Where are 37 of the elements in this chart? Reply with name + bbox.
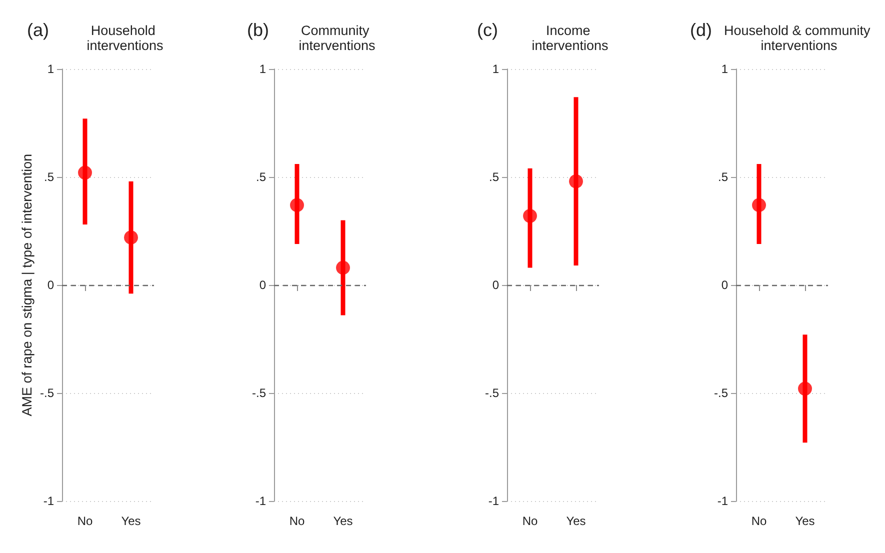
x-tick-label: No <box>751 514 767 528</box>
y-tick-label: 1 <box>492 62 500 76</box>
y-tick-label: -1 <box>717 494 728 508</box>
chart-subtitle: Household interventions <box>86 23 164 53</box>
y-tick-label: .5 <box>256 170 266 184</box>
chart-title: (d) <box>690 20 712 40</box>
y-axis-title: AME of rape on stigma | type of intervention <box>20 154 34 416</box>
x-tick-label: No <box>289 514 305 528</box>
chart-subtitle: Income interventions <box>532 23 609 53</box>
y-tick-label: -.5 <box>714 386 728 400</box>
x-tick-label: No <box>522 514 538 528</box>
chart-title: (c) <box>477 20 498 40</box>
x-tick-label: Yes <box>121 514 141 528</box>
y-tick-label: 0 <box>492 278 500 292</box>
y-tick-label: 0 <box>259 278 266 292</box>
x-tick-label: Yes <box>333 514 353 528</box>
y-tick-label: -1 <box>255 494 266 508</box>
y-tick-label: -.5 <box>40 386 54 400</box>
y-tick-label: 0 <box>47 278 54 292</box>
y-tick-label: -.5 <box>484 386 500 400</box>
y-tick-label: -.5 <box>252 386 266 400</box>
chart-subtitle: Household & community interventions <box>724 23 874 53</box>
x-tick-label: Yes <box>566 514 586 528</box>
y-tick-label: -1 <box>43 494 54 508</box>
y-tick-label: .5 <box>488 170 500 184</box>
y-tick-label: .5 <box>44 170 54 184</box>
chart-title: (a) <box>27 20 49 40</box>
chart-subtitle: Community interventions <box>298 23 376 53</box>
chart-title: (b) <box>247 20 269 40</box>
y-tick-label: 1 <box>721 62 728 76</box>
y-tick-label: 1 <box>259 62 266 76</box>
y-tick-label: 0 <box>721 278 728 292</box>
y-tick-label: 1 <box>47 62 54 76</box>
x-tick-label: No <box>77 514 93 528</box>
x-tick-label: Yes <box>795 514 815 528</box>
y-tick-label: -1 <box>488 494 500 508</box>
y-tick-label: .5 <box>718 170 728 184</box>
